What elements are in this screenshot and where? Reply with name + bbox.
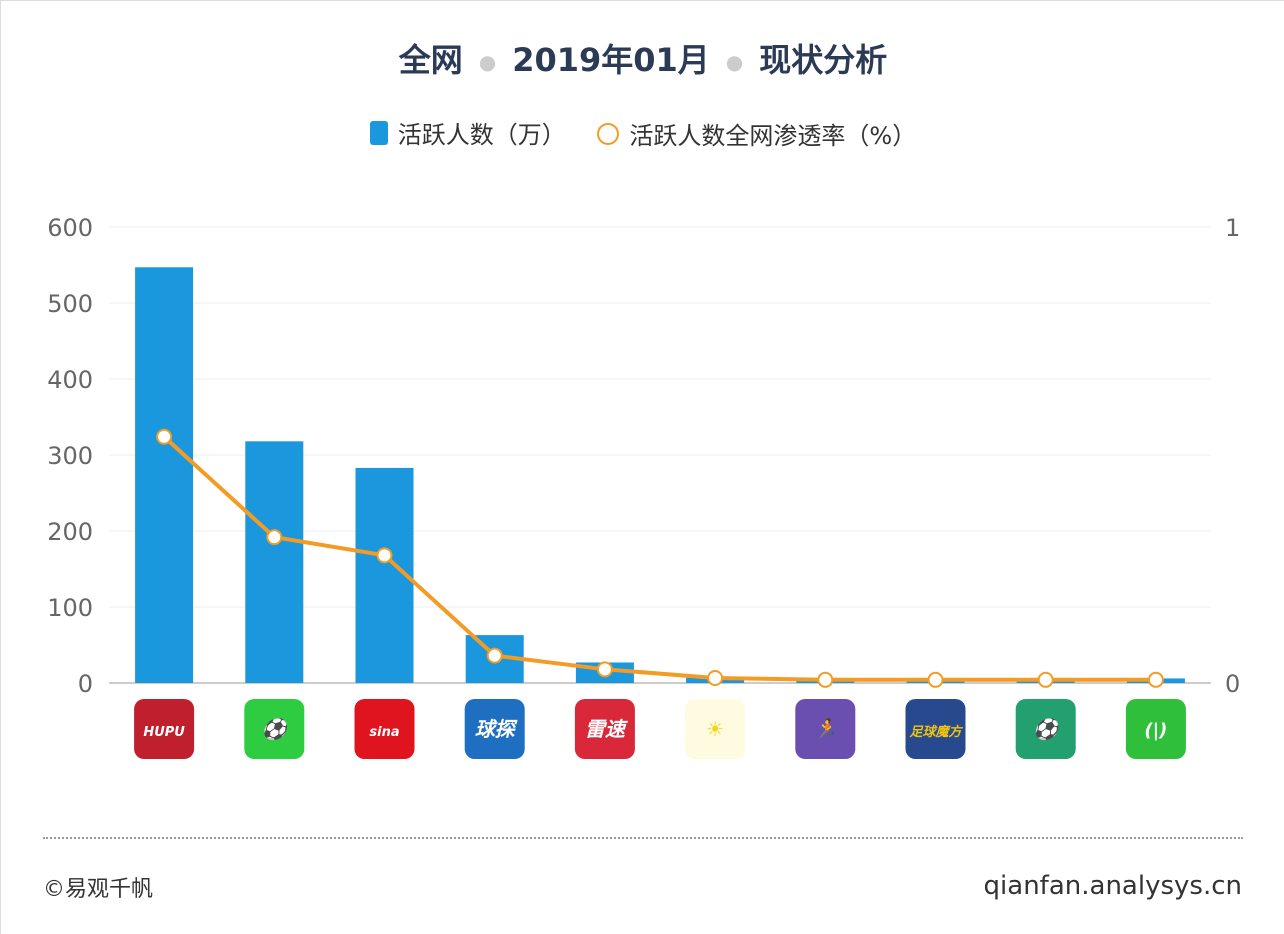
title-dot: ● xyxy=(725,50,744,74)
line-point xyxy=(1147,671,1164,688)
app-icon-label: (|) xyxy=(1144,720,1167,741)
line-point xyxy=(1037,671,1054,688)
category-icon: 虎扑HUPU xyxy=(134,699,195,759)
app-icon xyxy=(1015,699,1076,759)
bar xyxy=(245,441,304,683)
app-icon-label: 雷速 xyxy=(585,717,629,741)
bar xyxy=(135,267,194,683)
copyright: ©易观千帆 xyxy=(43,877,154,902)
app-icon-label: ☀ xyxy=(706,717,724,741)
legend-item-line[interactable]: 活跃人数全网渗透率（%） xyxy=(597,116,916,151)
category-icon: 球探足球 ⚽ xyxy=(1015,699,1076,759)
title-topic: 现状分析 xyxy=(759,41,888,79)
category-icon: 球探体育 球探 xyxy=(464,699,525,759)
line-point xyxy=(156,428,173,445)
title-dot: ● xyxy=(478,50,497,74)
legend-label: 活跃人数（万） xyxy=(397,121,566,149)
y-left-tick-label: 200 xyxy=(47,518,93,546)
category-icon: 懂球帝 ⚽ xyxy=(244,699,305,759)
category-icon: 西甲直播 (|) xyxy=(1125,699,1186,759)
y-left-tick-label: 600 xyxy=(47,214,93,242)
app-icon xyxy=(244,699,305,759)
app-icon xyxy=(905,699,966,759)
y-left-tick-label: 100 xyxy=(47,594,93,622)
app-icon-label: 球探 xyxy=(475,717,518,741)
category-icon: 新浪体育 sina xyxy=(354,699,415,759)
app-icon xyxy=(1125,699,1186,759)
app-icon xyxy=(574,699,635,759)
app-icon xyxy=(134,699,195,759)
title-scope: 全网 xyxy=(398,41,463,79)
app-icon xyxy=(795,699,856,759)
chart-title: 全网 ● 2019年01月 ● 现状分析 xyxy=(1,35,1284,81)
app-icon-label: ⚽ xyxy=(1031,717,1062,741)
app-icon-label: sina xyxy=(369,725,399,740)
category-icon: 足球类应用 🏃 xyxy=(795,699,856,759)
legend-label: 活跃人数全网渗透率（%） xyxy=(629,122,917,150)
line-point xyxy=(266,529,283,546)
app-icon xyxy=(464,699,525,759)
y-right-tick-label: 1 xyxy=(1225,214,1240,242)
line-point xyxy=(376,547,393,564)
line-point xyxy=(817,671,834,688)
line-point xyxy=(927,671,944,688)
category-icon: 足球魔方 足球魔方 xyxy=(905,699,966,759)
line-swatch-icon xyxy=(597,122,620,145)
y-right-tick-label: 0 xyxy=(1225,670,1240,698)
line-point xyxy=(486,647,503,664)
app-icon-label: 足球魔方 xyxy=(909,724,963,740)
line-point xyxy=(596,661,613,678)
app-icon-label: HUPU xyxy=(143,725,185,740)
app-icon xyxy=(354,699,415,759)
divider xyxy=(43,837,1243,839)
app-icon xyxy=(685,699,746,759)
y-left-tick-label: 300 xyxy=(47,442,93,470)
legend: 活跃人数（万） 活跃人数全网渗透率（%） xyxy=(1,115,1284,151)
category-icon: 阳光体育 ☀ xyxy=(685,699,746,759)
chart-plot: 0 100 200 300 400 500 600 0 1 虎扑HUPU 懂球帝 ⚽ 新浪体育 sina 球… xyxy=(47,214,1240,759)
app-icon-label: 🏃 xyxy=(813,717,839,741)
y-left-tick-label: 400 xyxy=(47,366,93,394)
y-left-tick-label: 0 xyxy=(78,670,93,698)
title-period: 2019年01月 xyxy=(512,41,710,79)
category-icon: 雷速体育 雷速 xyxy=(574,699,635,759)
line-point xyxy=(707,669,724,686)
y-left-tick-label: 500 xyxy=(47,290,93,318)
site-link[interactable]: qianfan.analysys.cn xyxy=(983,871,1242,901)
legend-item-bar[interactable]: 活跃人数（万） xyxy=(369,115,566,150)
bar-swatch-icon xyxy=(369,120,388,145)
line-series xyxy=(162,435,1156,682)
app-icon-label: ⚽ xyxy=(260,717,291,741)
